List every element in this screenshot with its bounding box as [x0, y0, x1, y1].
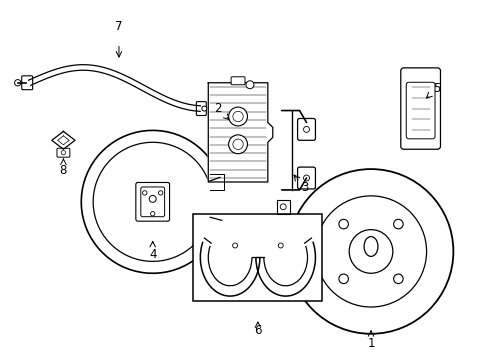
Text: 8: 8 — [60, 163, 67, 176]
FancyBboxPatch shape — [297, 167, 315, 189]
FancyBboxPatch shape — [297, 118, 315, 140]
FancyBboxPatch shape — [21, 76, 33, 90]
FancyBboxPatch shape — [196, 102, 206, 116]
Polygon shape — [52, 131, 75, 149]
FancyBboxPatch shape — [400, 68, 440, 149]
Text: 1: 1 — [366, 337, 374, 350]
FancyBboxPatch shape — [57, 148, 70, 157]
Text: 4: 4 — [149, 248, 156, 261]
FancyBboxPatch shape — [231, 77, 244, 85]
FancyBboxPatch shape — [406, 82, 434, 139]
Text: 3: 3 — [300, 181, 307, 194]
Circle shape — [228, 135, 247, 154]
Bar — [193, 214, 322, 301]
Circle shape — [245, 81, 253, 89]
Polygon shape — [403, 71, 437, 146]
Polygon shape — [208, 83, 272, 182]
Circle shape — [202, 106, 206, 111]
Text: 2: 2 — [214, 102, 222, 115]
Text: 7: 7 — [115, 20, 122, 33]
Text: 6: 6 — [254, 324, 261, 337]
Circle shape — [228, 107, 247, 126]
Circle shape — [15, 80, 21, 86]
Text: 5: 5 — [432, 82, 439, 95]
